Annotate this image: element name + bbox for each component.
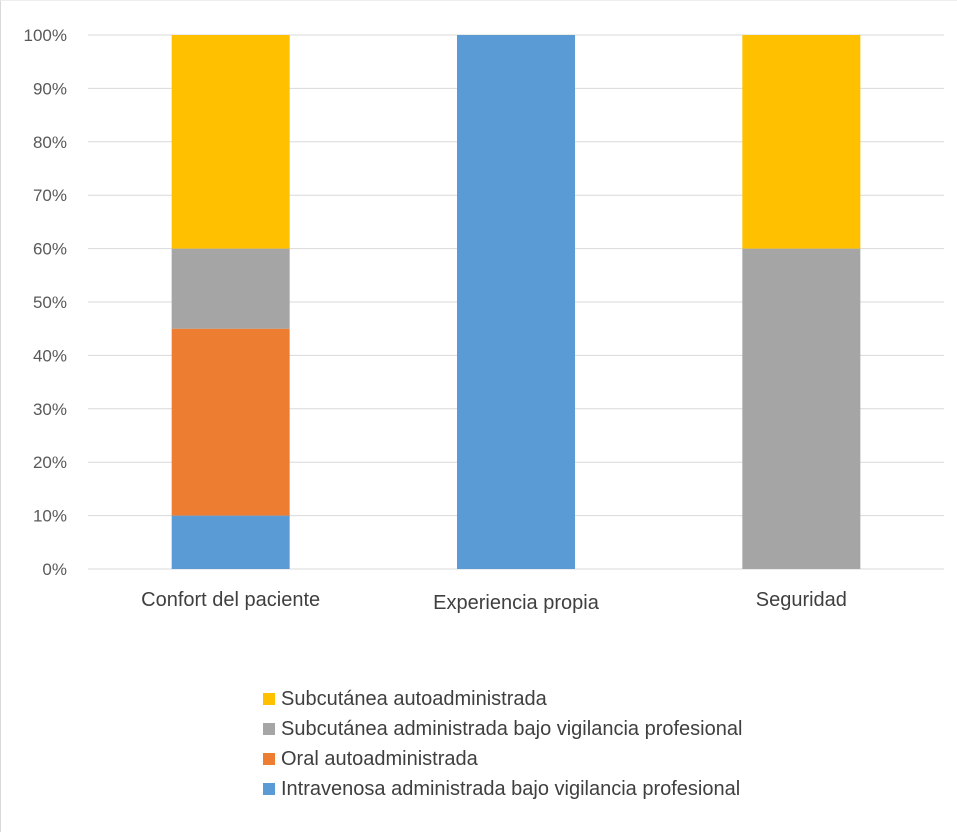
x-category-label: Seguridad (756, 589, 847, 611)
y-tick-label: 90% (33, 79, 67, 98)
legend-swatch (263, 723, 275, 735)
bar-segment (742, 248, 861, 569)
x-axis-category-labels: Confort del paciente Experiencia propia Se… (141, 589, 847, 614)
y-tick-label: 50% (33, 293, 67, 312)
legend-swatch (263, 693, 275, 705)
y-tick-label: 10% (33, 507, 67, 526)
legend-label: Oral autoadministrada (281, 747, 478, 770)
x-category-label: Confort del paciente (141, 589, 320, 611)
bars (171, 35, 861, 569)
y-tick-label: 30% (33, 400, 67, 419)
bar-segment (457, 35, 575, 569)
bar-segment (171, 515, 290, 569)
bar-segment (171, 248, 290, 329)
legend: Subcutánea autoadministrada Subcutánea a… (263, 684, 742, 804)
y-tick-label: 60% (33, 240, 67, 259)
y-tick-label: 70% (33, 186, 67, 205)
legend-swatch (263, 783, 275, 795)
legend-label: Subcutánea autoadministrada (281, 687, 547, 710)
y-tick-label: 100% (24, 26, 67, 45)
legend-swatch (263, 753, 275, 765)
y-tick-label: 80% (33, 133, 67, 152)
legend-label: Intravenosa administrada bajo vigilancia… (281, 777, 741, 800)
y-tick-label: 40% (33, 346, 67, 365)
bar-segment (742, 35, 861, 249)
bar-segment (171, 328, 290, 516)
legend-item-intravenosa-vigilancia: Intravenosa administrada bajo vigilancia… (263, 774, 742, 804)
x-category-label: Experiencia propia (433, 592, 600, 614)
legend-item-subcutanea-autoadministrada: Subcutánea autoadministrada (263, 684, 742, 714)
y-axis-tick-labels: 0% 10% 20% 30% 40% 50% 60% 70% 80% 90% 100% (24, 26, 67, 579)
legend-item-subcutanea-vigilancia: Subcutánea administrada bajo vigilancia … (263, 714, 742, 744)
legend-label: Subcutánea administrada bajo vigilancia … (281, 717, 743, 740)
legend-item-oral-autoadministrada: Oral autoadministrada (263, 744, 742, 774)
y-tick-label: 20% (33, 453, 67, 472)
bar-segment (171, 35, 290, 249)
y-tick-label: 0% (42, 560, 67, 579)
